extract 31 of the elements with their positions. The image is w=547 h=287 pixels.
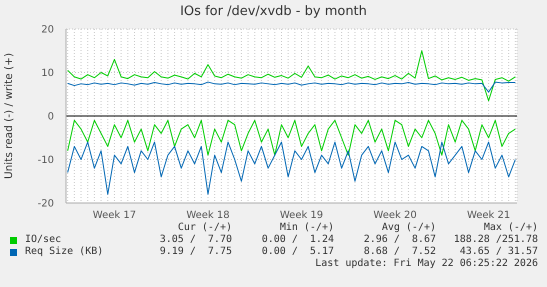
x-tick-label: Week 18 (186, 210, 230, 222)
chart-title: IOs for /dev/xvdb - by month (179, 4, 368, 19)
text: 43.65 / 31.57 (458, 246, 538, 258)
x-tick-label: Week 17 (92, 210, 136, 222)
y-tick-label: -20 (38, 198, 54, 210)
text: 9.19 / 7.75 (158, 246, 232, 258)
text: 2.96 / 8.67 (362, 234, 436, 246)
text: Min (-/+) (278, 222, 334, 234)
text: 8.68 / 7.52 (362, 246, 436, 258)
y-tick-label: 0 (48, 112, 54, 122)
legend-label: IO/sec (25, 234, 62, 246)
text: Last update: Fri May 22 06:25:22 2026 (314, 258, 538, 270)
x-tick-label: Week 21 (466, 210, 510, 222)
legend-label: Req Size (KB) (25, 246, 104, 258)
text: 3.05 / 7.70 (158, 234, 232, 246)
x-tick-label: Week 19 (280, 210, 324, 222)
y-tick-label: 20 (41, 24, 54, 36)
y-tick-label: 10 (41, 68, 54, 79)
text: Avg (-/+) (380, 222, 436, 234)
text: Max (-/+) (482, 222, 538, 234)
x-tick-label: Week 20 (373, 210, 417, 222)
text: 0.00 / 1.24 (260, 234, 334, 246)
y-tick-label: -10 (38, 155, 54, 166)
y-axis-title: Units read (-) / write (+) (3, 52, 15, 180)
text: 188.28 /251.78 (452, 234, 538, 246)
text: 0.00 / 5.17 (260, 246, 334, 258)
text: Cur (-/+) (176, 222, 232, 234)
line-series (67, 142, 516, 195)
line-series (67, 50, 516, 102)
line-series (67, 120, 516, 156)
line-series (67, 82, 516, 93)
